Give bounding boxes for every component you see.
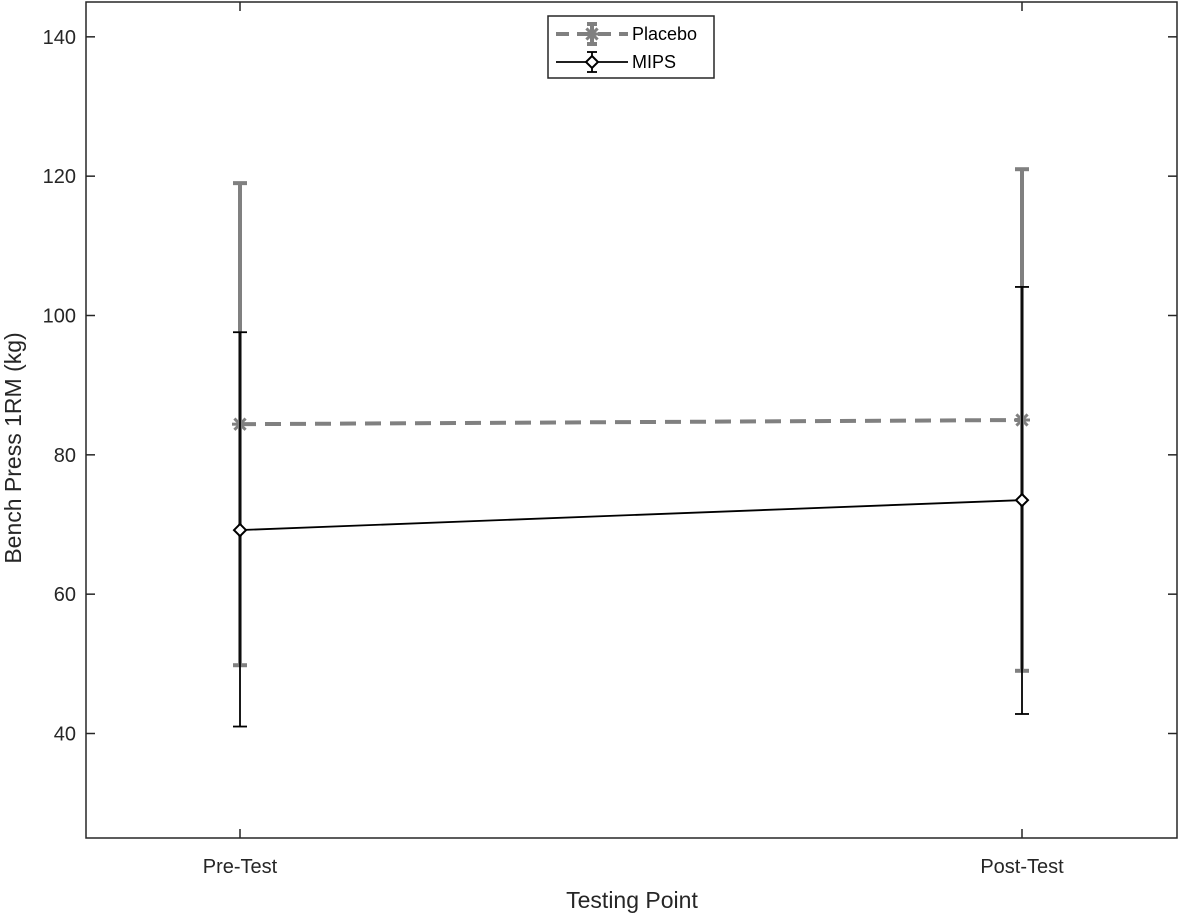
x-tick-label: Post-Test [980, 856, 1064, 878]
axes-layer: 40 60 80 100 120 140 Pre-Test Post-Test [43, 1, 1178, 878]
plot-background [86, 2, 1177, 838]
legend-item-placebo: Placebo [556, 22, 697, 46]
legend: Placebo MIPS [547, 15, 715, 79]
y-tick-label: 120 [43, 166, 76, 188]
legend-marker [584, 26, 600, 42]
x-tick-label: Pre-Test [203, 856, 278, 878]
y-axis-label: Bench Press 1RM (kg) [0, 332, 26, 563]
legend-item-mips: MIPS [556, 51, 676, 73]
legend-marker [584, 54, 600, 70]
data-point [232, 522, 248, 538]
series-mips [232, 286, 1030, 728]
x-axis-label: Testing Point [566, 887, 698, 913]
y-tick-label: 40 [54, 724, 76, 746]
y-tick-label: 140 [43, 27, 76, 49]
series-line [239, 418, 1023, 427]
legend-box [547, 15, 715, 79]
series-line [239, 499, 1023, 531]
y-tick-label: 80 [54, 445, 76, 467]
series-layer [232, 167, 1030, 728]
legend-label: Placebo [632, 24, 697, 44]
legend-label: MIPS [632, 52, 676, 72]
axes-box [85, 1, 1178, 839]
plot-area [86, 2, 1177, 838]
data-point [1014, 492, 1030, 508]
y-tick-label: 100 [43, 306, 76, 328]
y-tick-label: 60 [54, 584, 76, 606]
